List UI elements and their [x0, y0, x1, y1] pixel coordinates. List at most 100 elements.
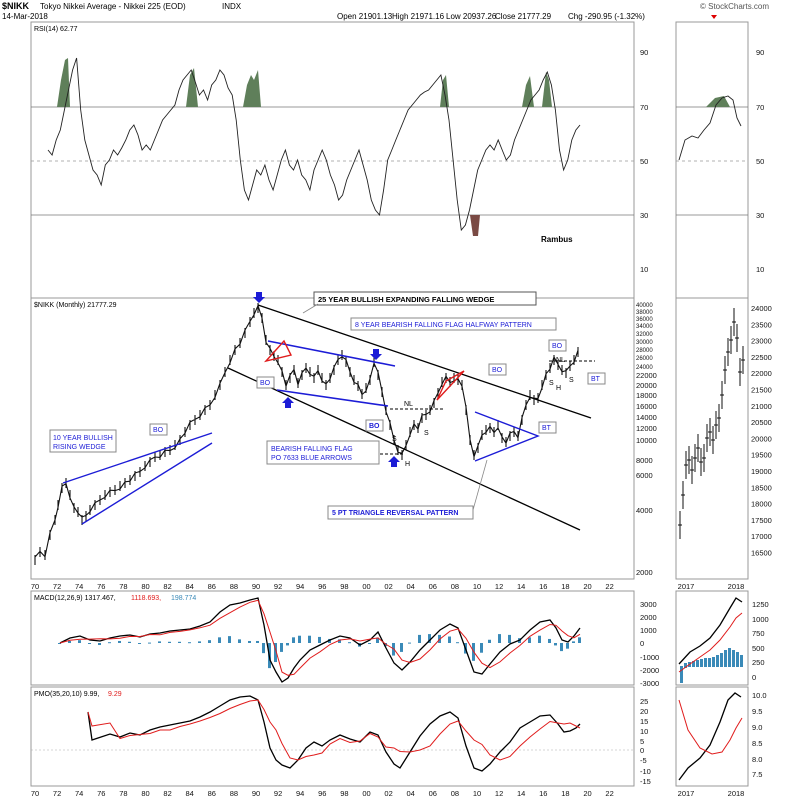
- symbol-name: Tokyo Nikkei Average - Nikkei 225 (EOD): [40, 2, 186, 11]
- macd-histogram-bar: [508, 634, 511, 643]
- x-axis-tick-label: 92: [274, 582, 282, 591]
- macd-histogram-bar: [348, 642, 351, 644]
- price-tick-label: 10000: [636, 436, 657, 445]
- x-axis-tick-label: 86: [208, 789, 216, 798]
- pmo-tick-label: 0: [640, 746, 644, 755]
- macd-tick-label: 0: [640, 639, 644, 648]
- x-axis-tick-label: 04: [407, 789, 415, 798]
- macd-histogram-bar: [158, 641, 161, 643]
- x-axis-right-label: 2018: [728, 582, 745, 591]
- x-axis-tick-label: 00: [362, 582, 370, 591]
- macd-histogram-bar: [488, 639, 491, 643]
- macd-histogram-bar: [118, 640, 121, 643]
- x-axis-tick-label: 20: [583, 582, 591, 591]
- macd-label: MACD(12,26,9) 1317.467,: [34, 595, 116, 602]
- wedge-pointer: [302, 303, 319, 314]
- x-axis-tick-label: 94: [296, 789, 304, 798]
- price-tick-label: 2000: [636, 568, 653, 577]
- macd-histogram-bar: [188, 642, 191, 644]
- pmo-label: PMO(35,20,10) 9.99,: [34, 691, 99, 698]
- x-axis-tick-label: 94: [296, 582, 304, 591]
- price-bars-right: [678, 308, 745, 539]
- macd-right-tick-label: 500: [752, 644, 765, 653]
- exchange: INDX: [222, 2, 242, 11]
- x-axis-tick-label: 72: [53, 582, 61, 591]
- x-axis-tick-label: 06: [429, 789, 437, 798]
- x-axis-tick-label: 98: [340, 582, 348, 591]
- bo-label-2000: BO: [365, 419, 384, 432]
- macd-histogram-bar: [98, 643, 101, 646]
- price-right-ticks: 24000 23500 23000 22500 22000 21500 21000 20500…: [751, 304, 772, 558]
- macd-histogram-bar: [498, 634, 501, 643]
- rsi-tick-label: 10: [640, 265, 648, 274]
- price-right-tick-label: 16500: [751, 549, 772, 558]
- x-axis-tick-label: 84: [186, 789, 194, 798]
- macd-histogram-bar: [528, 637, 531, 643]
- macd-panel-right: [675, 590, 749, 686]
- x-axis-right-labels: 2017 2017 2018 2018: [678, 582, 745, 798]
- x-axis-tick-label: 10: [473, 582, 481, 591]
- x-axis-tick-label: 76: [97, 582, 105, 591]
- x-axis-tick-label: 22: [605, 582, 613, 591]
- x-axis-right-label: 2017: [678, 582, 695, 591]
- pmo-tick-label: -5: [640, 756, 647, 765]
- rsi-panel: [30, 21, 635, 299]
- macd-histogram-bar: [298, 635, 301, 643]
- price-label: $NIKK (Monthly) 21777.29: [34, 302, 117, 309]
- x-axis-tick-label: 12: [495, 582, 503, 591]
- x-axis-labels: 70 72 74 76 78 80 82 84 86 88 90 92 94 96 98 00 02 04 06 08…: [31, 582, 614, 591]
- price-panel-right: [675, 297, 749, 580]
- svg-text:BO: BO: [260, 380, 271, 387]
- rising-wedge-box: [49, 429, 117, 453]
- price-tick-label: 8000: [636, 456, 653, 465]
- rsi-ticks: 90 90 70 70 50 50 30 30 10 10: [640, 48, 764, 274]
- open-value: Open 21901.13: [337, 12, 393, 21]
- x-axis-tick-label: 00: [362, 789, 370, 798]
- x-axis-tick-label: 04: [407, 582, 415, 591]
- close-value: Close 21777.29: [495, 12, 552, 21]
- rsi-panel-right: [675, 21, 749, 299]
- macd-histogram-bar: [560, 643, 563, 652]
- price-tick-label: 18000: [636, 391, 657, 400]
- s-label-3: S: [549, 380, 554, 387]
- macd-hist-label: 198.774: [171, 595, 196, 602]
- price-right-tick-label: 19000: [751, 467, 772, 476]
- macd-histogram-bar: [400, 643, 403, 652]
- macd-histogram-bar: [248, 640, 251, 643]
- macd-line-right: [678, 597, 743, 665]
- rising-wedge-lower: [81, 442, 213, 525]
- s-label-1: S: [392, 436, 397, 443]
- wedge-title-box: [313, 291, 537, 306]
- macd-histogram-right: [680, 648, 743, 683]
- rising-wedge-label-2: RISING WEDGE: [53, 444, 106, 451]
- macd-histogram-bar: [572, 641, 575, 643]
- macd-histogram-bar: [578, 637, 581, 643]
- bo-label-2013: BO: [488, 363, 507, 376]
- macd-histogram-bar: [308, 635, 311, 643]
- price-tick-label: 28000: [636, 348, 653, 354]
- x-axis-tick-label: 84: [186, 582, 194, 591]
- price-right-tick-label: 23500: [751, 320, 772, 329]
- nl-label-2: NL: [556, 357, 565, 364]
- x-axis-tick-label: 76: [97, 789, 105, 798]
- price-right-tick-label: 20500: [751, 418, 772, 427]
- price-right-tick-label: 20000: [751, 434, 772, 443]
- price-tick-label: 32000: [636, 332, 653, 338]
- x-axis-tick-label: 82: [163, 582, 171, 591]
- date: 14-Mar-2018: [2, 12, 48, 21]
- macd-signal-line: [59, 599, 581, 676]
- rsi-tick-label: 70: [640, 103, 648, 112]
- rsi-line-right: [678, 95, 742, 161]
- macd-tick-label: 1000: [640, 626, 657, 635]
- bt-label-2018: BT: [587, 372, 606, 385]
- x-axis-tick-label: 82: [163, 789, 171, 798]
- pmo-line: [87, 695, 581, 772]
- x-axis-tick-label: 90: [252, 789, 260, 798]
- blue-down-arrow-2: [370, 349, 382, 360]
- macd-histogram-bar: [198, 641, 201, 643]
- rsi-right-tick-label: 30: [756, 211, 764, 220]
- price-tick-label: 20000: [636, 381, 657, 390]
- x-axis-tick-label: 10: [473, 789, 481, 798]
